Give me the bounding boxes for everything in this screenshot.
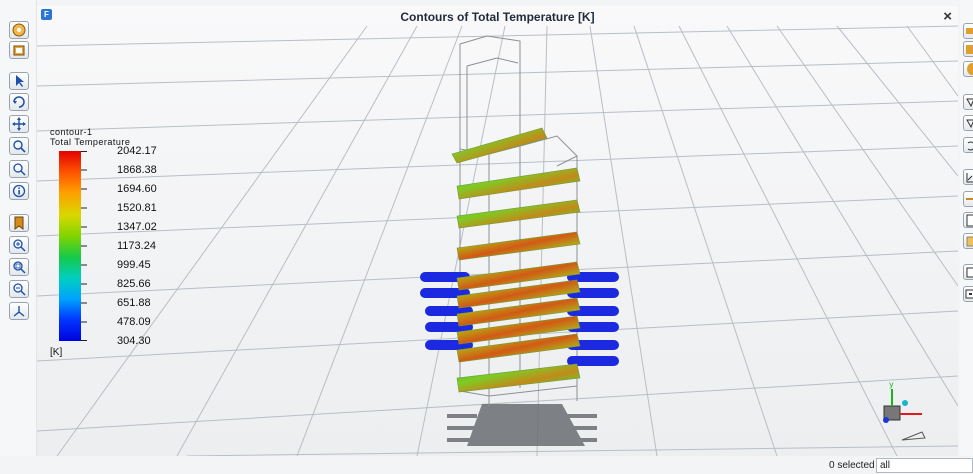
legend-value: 1173.24 bbox=[117, 240, 156, 252]
window-title: Contours of Total Temperature [K] bbox=[400, 10, 595, 24]
legend-value: 1347.02 bbox=[117, 221, 157, 233]
svg-text:y: y bbox=[889, 380, 894, 389]
contour-planes bbox=[451, 127, 581, 393]
view-a-icon[interactable] bbox=[963, 94, 973, 110]
box-icon[interactable] bbox=[963, 41, 973, 57]
rotate-icon[interactable] bbox=[9, 93, 29, 111]
document-icon[interactable] bbox=[963, 212, 973, 228]
screen-icon[interactable] bbox=[963, 286, 973, 302]
view-b-icon[interactable] bbox=[963, 115, 973, 131]
fit-window-icon[interactable] bbox=[9, 41, 29, 59]
zoom-fit-icon[interactable] bbox=[9, 258, 29, 276]
legend-value: 1868.38 bbox=[117, 164, 157, 176]
undo-view-icon[interactable] bbox=[963, 137, 973, 153]
right-toolbar bbox=[960, 0, 973, 474]
zoom-out-icon[interactable] bbox=[9, 280, 29, 298]
status-bar: 0 selected all bbox=[0, 456, 973, 474]
color-scale-bar bbox=[59, 151, 81, 341]
zoom-icon[interactable] bbox=[9, 137, 29, 155]
legend-value: 478.09 bbox=[117, 316, 151, 328]
selection-count: 0 selected bbox=[829, 460, 875, 471]
geometry-wireframe bbox=[459, 35, 578, 406]
close-icon[interactable]: × bbox=[943, 8, 952, 25]
legend-value: 651.88 bbox=[117, 297, 151, 309]
legend-value: 1694.60 bbox=[117, 183, 157, 195]
legend-value: 2042.17 bbox=[117, 145, 157, 157]
zoom-in-icon[interactable] bbox=[9, 236, 29, 254]
legend-value: 304.30 bbox=[117, 335, 151, 347]
legend-field: Total Temperature bbox=[50, 137, 131, 147]
probe-info-icon[interactable] bbox=[9, 182, 29, 200]
legend-value: 825.66 bbox=[117, 278, 151, 290]
title-bar: F Contours of Total Temperature [K] × bbox=[37, 6, 958, 28]
line-icon[interactable] bbox=[963, 191, 973, 207]
legend-value: 999.45 bbox=[117, 259, 151, 271]
axes-icon[interactable] bbox=[9, 302, 29, 320]
legend-unit: [K] bbox=[50, 347, 63, 358]
selection-filter-select[interactable]: all bbox=[876, 458, 973, 473]
inlet-nozzles bbox=[420, 272, 619, 366]
graphics-viewport[interactable]: y F Contours of Total Temperature [K] × … bbox=[37, 6, 958, 456]
legend-value: 1520.81 bbox=[117, 202, 157, 214]
window-icon[interactable] bbox=[963, 264, 973, 280]
chart-icon[interactable] bbox=[963, 169, 973, 185]
copy-icon[interactable] bbox=[963, 233, 973, 249]
left-toolbar bbox=[0, 0, 37, 474]
orientation-triad-icon: y bbox=[883, 380, 926, 441]
legend-ticks bbox=[81, 151, 87, 341]
scene-canvas[interactable]: y bbox=[37, 6, 958, 456]
cylinder-icon[interactable] bbox=[963, 61, 973, 77]
floor-grid bbox=[37, 25, 958, 456]
legend-name: contour-1 bbox=[50, 127, 93, 137]
geometry-shadow bbox=[447, 404, 597, 446]
select-pointer-icon[interactable] bbox=[9, 72, 29, 90]
app-icon: F bbox=[41, 9, 52, 20]
pan-icon[interactable] bbox=[9, 115, 29, 133]
orbit-view-icon[interactable] bbox=[9, 21, 29, 39]
zoom-box-icon[interactable] bbox=[9, 160, 29, 178]
bookmark-icon[interactable] bbox=[9, 214, 29, 232]
surface-icon[interactable] bbox=[963, 23, 973, 39]
